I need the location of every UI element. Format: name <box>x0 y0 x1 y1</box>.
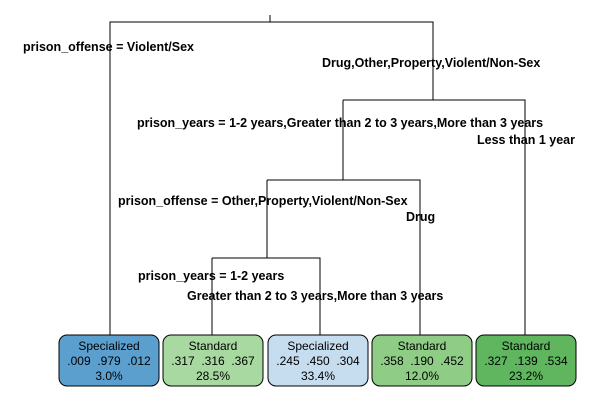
leaf-class: Standard <box>398 339 447 353</box>
leaf-4: Standard .327 .139 .534 23.2% <box>475 334 577 387</box>
leaf-1: Standard .317 .316 .367 28.5% <box>162 334 264 387</box>
leaf-probs: .245 .450 .304 <box>276 354 360 368</box>
split-label-years2-left: prison_years = 1-2 years <box>138 269 284 283</box>
leaf-probs: .327 .139 .534 <box>484 354 568 368</box>
split-label-offense2-right: Drug <box>406 210 435 224</box>
split-label-offense2-left: prison_offense = Other,Property,Violent/… <box>118 194 408 208</box>
edge-years2-split <box>211 257 321 335</box>
leaf-percent: 28.5% <box>196 369 230 383</box>
leaf-class: Specialized <box>78 339 139 353</box>
leaf-0: Specialized .009 .979 .012 3.0% <box>58 334 160 387</box>
leaf-probs: .358 .190 .452 <box>380 354 464 368</box>
leaf-3: Standard .358 .190 .452 12.0% <box>371 334 473 387</box>
leaf-box <box>475 334 577 387</box>
split-label-root-right: Drug,Other,Property,Violent/Non-Sex <box>322 56 540 70</box>
split-label-years-right: Less than 1 year <box>477 133 575 147</box>
leaf-probs: .009 .979 .012 <box>67 354 151 368</box>
edge-years-split <box>342 99 526 335</box>
leaf-percent: 33.4% <box>301 369 335 383</box>
leaf-probs: .317 .316 .367 <box>171 354 255 368</box>
split-labels: prison_offense = Violent/Sex Drug,Other,… <box>23 40 575 303</box>
leaf-percent: 23.2% <box>509 369 543 383</box>
leaf-box <box>162 334 264 387</box>
split-label-root-left: prison_offense = Violent/Sex <box>23 40 194 54</box>
leaf-box <box>58 334 160 387</box>
split-label-years-left: prison_years = 1-2 years,Greater than 2 … <box>137 116 543 130</box>
leaf-box <box>267 334 369 387</box>
edge-root <box>109 15 434 335</box>
leaf-class: Standard <box>189 339 238 353</box>
edge-offense2-split <box>266 179 421 335</box>
split-label-years2-right: Greater than 2 to 3 years,More than 3 ye… <box>187 289 443 303</box>
leaf-box <box>371 334 473 387</box>
leaf-percent: 12.0% <box>405 369 439 383</box>
leaf-2: Specialized .245 .450 .304 33.4% <box>267 334 369 387</box>
leaf-class: Specialized <box>287 339 348 353</box>
leaf-percent: 3.0% <box>95 369 123 383</box>
tree-edges <box>109 15 526 335</box>
leaf-class: Standard <box>502 339 551 353</box>
